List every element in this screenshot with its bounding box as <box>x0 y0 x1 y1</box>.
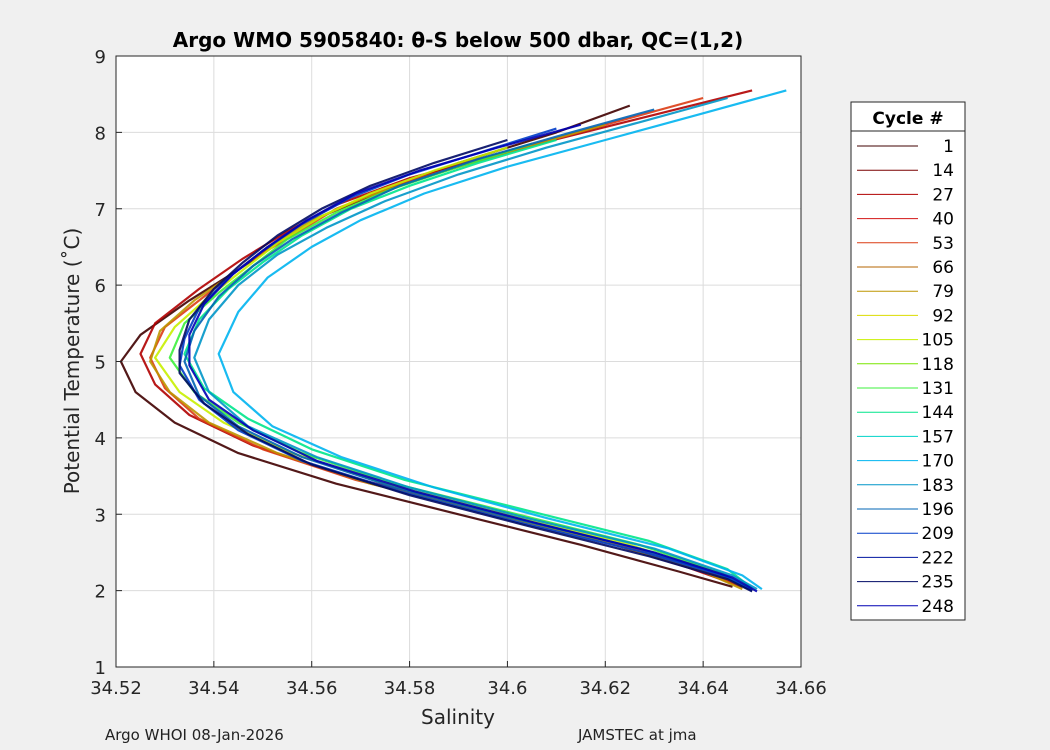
footer-left-credit: Argo WHOI 08-Jan-2026 <box>105 726 284 744</box>
legend-entry-label: 92 <box>932 306 954 326</box>
legend-entries: 1 14 27 40 53 66 79 92 105 118 131 144 157 170 183 196 2… <box>857 137 954 617</box>
series-line <box>188 123 758 593</box>
y-tick-label: 8 <box>95 123 106 144</box>
x-tick-label: 34.62 <box>580 678 632 699</box>
y-tick-label: 5 <box>95 353 106 374</box>
y-axis-label: Potential Temperature (˚C) <box>60 228 84 495</box>
legend-entry-label: 53 <box>932 234 954 254</box>
y-tick-label: 3 <box>95 505 106 526</box>
series-line <box>217 89 787 591</box>
legend-entry-label: 66 <box>932 258 954 278</box>
series-line <box>154 146 748 590</box>
legend-entry-label: 131 <box>922 379 954 399</box>
y-tick-label: 2 <box>95 582 106 603</box>
y-tick-label: 1 <box>95 658 106 679</box>
legend-entry-label: 196 <box>922 500 954 520</box>
y-tick-label: 7 <box>95 200 106 221</box>
footer-right-credit: JAMSTEC at jma <box>578 726 697 744</box>
legend-entry-label: 14 <box>932 161 954 181</box>
series-line <box>193 96 758 591</box>
legend-entry-label: 118 <box>922 355 954 375</box>
legend-entry-label: 105 <box>922 331 954 351</box>
legend-entry-label: 235 <box>922 573 954 593</box>
x-tick-label: 34.64 <box>677 678 729 699</box>
x-tick-label: 34.66 <box>775 678 827 699</box>
chart-title: Argo WMO 5905840: θ-S below 500 dbar, QC… <box>173 28 743 52</box>
legend-entry-label: 170 <box>922 452 954 472</box>
legend: Cycle # 1 14 27 40 53 66 79 92 105 118 131 144 157 17… <box>850 101 966 621</box>
legend-entry-label: 248 <box>922 597 954 617</box>
x-tick-label: 34.6 <box>487 678 527 699</box>
x-tick-label: 34.58 <box>384 678 436 699</box>
legend-entry-label: 222 <box>922 548 954 568</box>
data-lines <box>119 89 787 593</box>
legend-entry-label: 183 <box>922 476 954 496</box>
y-tick-label: 4 <box>95 429 106 450</box>
x-tick-label: 34.54 <box>188 678 240 699</box>
legend-entry-label: 79 <box>932 282 954 302</box>
series-line <box>178 138 753 593</box>
series-line <box>178 127 753 592</box>
legend-entry-label: 27 <box>932 185 954 205</box>
series-line <box>183 138 753 590</box>
x-axis-label: Salinity <box>421 705 495 729</box>
ticks: 34.52 34.54 34.56 34.58 34.6 34.62 34.64 34.66 1… <box>90 47 827 699</box>
x-tick-label: 34.56 <box>286 678 338 699</box>
y-tick-label: 9 <box>95 47 106 68</box>
legend-entry-label: 144 <box>922 403 954 423</box>
legend-entry-label: 40 <box>932 210 954 230</box>
x-tick-label: 34.52 <box>90 678 142 699</box>
legend-title: Cycle # <box>872 109 943 129</box>
legend-entry-label: 157 <box>922 427 954 447</box>
legend-entry-label: 1 <box>943 137 954 157</box>
legend-entry-label: 209 <box>922 524 954 544</box>
y-tick-label: 6 <box>95 276 106 297</box>
